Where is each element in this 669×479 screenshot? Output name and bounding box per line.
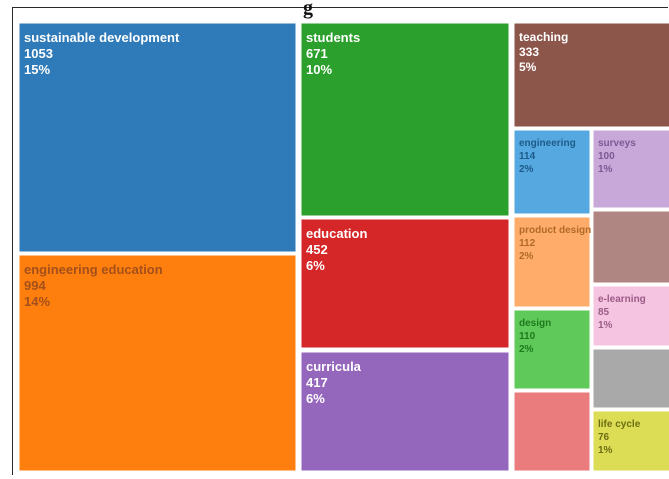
treemap-tile: engineering 114 2% <box>513 129 591 215</box>
tile-label-value: 417 <box>306 375 328 390</box>
tile-label-percent: 1% <box>598 320 613 331</box>
tile-label-value: 114 <box>519 151 536 162</box>
tile-label-value: 333 <box>519 45 539 59</box>
treemap-tile-rect <box>592 285 669 347</box>
treemap-tile: surveys 100 1% <box>592 129 669 209</box>
tile-label-percent: 6% <box>306 258 325 273</box>
tile-label-name: product design <box>519 225 591 236</box>
tile-label-name: e-learning <box>598 294 646 305</box>
treemap-tile-rect <box>513 391 591 472</box>
treemap-tile <box>592 210 669 284</box>
chart-frame: g sustainable development 1053 15% engineer… <box>12 0 669 475</box>
tile-label-percent: 1% <box>598 445 613 456</box>
tile-label-percent: 2% <box>519 251 534 262</box>
tile-label-name: design <box>519 318 551 329</box>
treemap-tile: life cycle 76 1% <box>592 410 669 472</box>
tile-label-name: sustainable development <box>24 30 180 45</box>
tile-label-value: 671 <box>306 46 328 61</box>
tile-label-percent: 10% <box>306 62 332 77</box>
treemap-tile-rect <box>513 309 591 390</box>
treemap-tile-rect <box>592 348 669 409</box>
treemap-tile-rect <box>513 216 591 308</box>
tile-label-percent: 5% <box>519 60 537 74</box>
treemap-tile-rect <box>513 22 669 128</box>
tile-label-name: engineering <box>519 138 576 149</box>
tile-label-name: education <box>306 226 367 241</box>
tile-label-name: students <box>306 30 360 45</box>
treemap-tile <box>592 348 669 409</box>
tile-label-value: 452 <box>306 242 328 257</box>
treemap-tile: product design 112 2% <box>513 216 591 308</box>
tile-label-percent: 1% <box>598 164 613 175</box>
treemap-tile: e-learning 85 1% <box>592 285 669 347</box>
tile-label-value: 85 <box>598 307 610 318</box>
tile-label-percent: 2% <box>519 164 534 175</box>
chart-title-fragment: g <box>303 0 313 19</box>
treemap-tile-rect <box>592 410 669 472</box>
tile-label-name: surveys <box>598 138 636 149</box>
tile-label-name: curricula <box>306 359 362 374</box>
treemap-tile: design 110 2% <box>513 309 591 390</box>
tile-label-name: teaching <box>519 30 568 44</box>
tile-label-value: 76 <box>598 432 610 443</box>
tile-label-percent: 14% <box>24 294 50 309</box>
tile-label-percent: 15% <box>24 62 50 77</box>
tile-label-value: 112 <box>519 238 536 249</box>
tile-label-value: 1053 <box>24 46 53 61</box>
treemap-tile-rect <box>18 254 297 472</box>
tile-label-value: 110 <box>519 331 536 342</box>
tile-label-value: 994 <box>24 278 46 293</box>
tile-label-name: life cycle <box>598 419 641 430</box>
tile-label-value: 100 <box>598 151 615 162</box>
treemap-tile-rect <box>300 22 510 217</box>
treemap-tile-rect <box>513 129 591 215</box>
treemap-tile-rect <box>300 351 510 472</box>
treemap-tile-rect <box>18 22 297 253</box>
treemap-tile-rect <box>592 210 669 284</box>
treemap-tile <box>513 391 591 472</box>
tile-label-name: engineering education <box>24 262 163 277</box>
tile-label-percent: 6% <box>306 391 325 406</box>
treemap-chart: sustainable development105315%engineerin… <box>18 22 669 472</box>
tile-label-percent: 2% <box>519 344 534 355</box>
treemap-tile-rect <box>592 129 669 209</box>
treemap-tile-rect <box>300 218 510 349</box>
